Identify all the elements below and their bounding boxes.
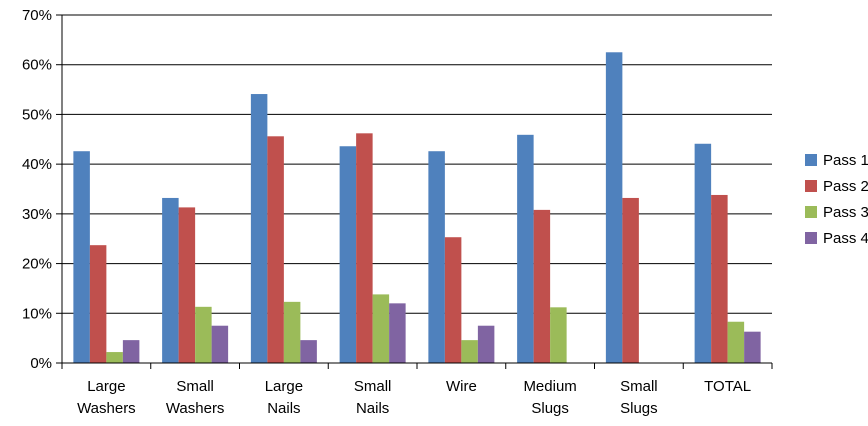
- bar-pass-1: [517, 134, 534, 363]
- bar-pass-4: [389, 303, 406, 363]
- bar-pass-4: [211, 325, 229, 363]
- bar-pass-1: [250, 94, 268, 363]
- y-tick-label: 10%: [22, 305, 52, 322]
- bar-pass-1: [694, 143, 712, 363]
- x-category-label: Small Washers: [166, 378, 225, 417]
- x-category-label: Small Slugs: [620, 378, 658, 417]
- bar-pass-3: [106, 352, 123, 363]
- bar-pass-3: [283, 301, 301, 363]
- x-category-label: TOTAL: [704, 378, 751, 395]
- bar-pass-2: [267, 136, 284, 363]
- bar-pass-2: [622, 197, 639, 363]
- x-category-label: Small Nails: [354, 378, 392, 417]
- bar-pass-3: [195, 306, 212, 363]
- y-tick-label: 70%: [22, 7, 52, 24]
- bar-pass-1: [73, 151, 90, 363]
- legend-label: Pass 4: [823, 230, 868, 247]
- y-tick-label: 30%: [22, 206, 52, 223]
- bar-pass-2: [178, 207, 196, 363]
- legend-label: Pass 2: [823, 178, 868, 195]
- bar-pass-4: [744, 331, 761, 363]
- bars-group: [73, 52, 761, 364]
- legend: Pass 1 Pass 2 Pass 3 Pass 4: [805, 152, 868, 247]
- x-category-labels: Large Washers Small Washers Large Nails Small N…: [77, 378, 751, 417]
- y-tick-label: 50%: [22, 106, 52, 123]
- x-category-label: Large Nails: [265, 378, 303, 417]
- bar-pass-1: [339, 146, 357, 363]
- legend-swatch: [805, 206, 817, 218]
- y-tick-label: 60%: [22, 57, 52, 74]
- legend-swatch: [805, 154, 817, 166]
- bar-pass-1: [605, 52, 623, 364]
- bar-pass-1: [428, 151, 445, 363]
- legend-swatch: [805, 232, 817, 244]
- bar-pass-4: [122, 340, 140, 363]
- bar-pass-3: [550, 307, 567, 363]
- axes: [56, 14, 773, 369]
- legend-label: Pass 3: [823, 204, 868, 221]
- x-category-label: Medium Slugs: [523, 378, 576, 417]
- bar-pass-2: [444, 237, 462, 363]
- bar-pass-3: [461, 340, 478, 363]
- bar-pass-2: [89, 245, 107, 363]
- bar-pass-1: [162, 197, 179, 363]
- legend-label: Pass 1: [823, 152, 868, 169]
- bar-pass-4: [477, 325, 495, 363]
- y-tick-label: 0%: [30, 355, 52, 372]
- x-category-label: Wire: [446, 378, 477, 395]
- bar-pass-3: [727, 321, 745, 363]
- y-tick-label: 20%: [22, 256, 52, 273]
- bar-pass-2: [711, 194, 728, 363]
- x-category-label: Large Washers: [77, 378, 136, 417]
- bar-pass-2: [356, 133, 373, 363]
- bar-pass-2: [533, 209, 551, 363]
- legend-swatch: [805, 180, 817, 192]
- y-tick-labels: 0% 10% 20% 30% 40% 50% 60% 70%: [22, 7, 52, 372]
- bar-pass-4: [300, 340, 317, 363]
- bar-pass-3: [372, 294, 390, 363]
- y-tick-label: 40%: [22, 156, 52, 173]
